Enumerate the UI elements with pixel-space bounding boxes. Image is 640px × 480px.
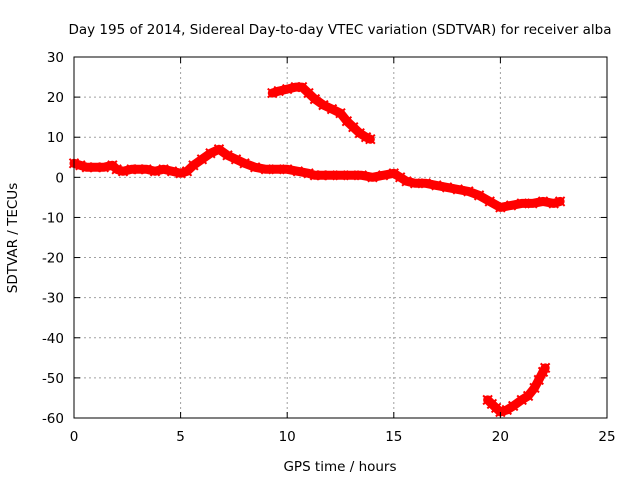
data-point: [205, 148, 216, 159]
y-tick-label: -30: [42, 291, 64, 307]
y-tick-label: -10: [42, 210, 64, 226]
data-point: [250, 162, 261, 173]
data-point: [292, 166, 304, 177]
data-point: [452, 184, 463, 195]
data-point: [188, 160, 199, 171]
data-point: [507, 400, 519, 412]
x-tick-label: 20: [492, 429, 509, 445]
data-point: [141, 164, 152, 175]
data-point: [273, 85, 284, 97]
data-point: [281, 164, 293, 175]
data-point: [81, 162, 92, 173]
series-main-track: [68, 144, 566, 213]
data-point: [316, 170, 327, 181]
y-tick-label: 0: [55, 170, 64, 186]
data-point: [111, 164, 122, 175]
data-point: [354, 128, 365, 139]
y-tick-label: -40: [42, 331, 64, 347]
y-tick-label: -50: [42, 371, 64, 387]
data-point: [90, 162, 101, 173]
data-point: [516, 198, 527, 209]
x-axis-label: GPS time / hours: [283, 459, 396, 475]
data-point: [335, 107, 346, 119]
data-point: [529, 382, 540, 394]
y-tick-label: -60: [42, 411, 64, 427]
data-point: [196, 154, 208, 165]
data-point: [505, 200, 517, 211]
data-point: [356, 170, 368, 181]
data-point: [166, 166, 178, 177]
data-point: [473, 190, 485, 201]
data-point: [377, 170, 389, 181]
chart-title: Day 195 of 2014, Sidereal Day-to-day VTE…: [68, 22, 611, 38]
data-point: [222, 150, 233, 161]
series-lower-track: [482, 362, 551, 418]
data-point: [554, 196, 566, 207]
x-tick-label: 15: [385, 429, 402, 445]
data-point: [213, 144, 225, 155]
data-point: [271, 164, 282, 175]
series-upper-track: [267, 81, 376, 145]
data-point: [335, 170, 346, 181]
data-point: [75, 160, 86, 171]
data-point: [388, 168, 400, 179]
data-point: [149, 166, 161, 177]
data-point: [495, 202, 506, 213]
data-point: [345, 170, 357, 181]
data-point: [260, 164, 272, 175]
data-point: [365, 134, 376, 145]
x-tick-label: 10: [279, 429, 296, 445]
data-point: [548, 198, 559, 209]
x-tick-label: 5: [176, 429, 185, 445]
data-point: [267, 87, 278, 99]
data-point: [527, 198, 538, 209]
data-point: [326, 103, 338, 115]
axis-ticks: 0 5 10 15 20 25 30 20 10 0 -10 -20 -30 -40 -50 -60: [42, 50, 616, 445]
data-point: [537, 196, 549, 207]
y-tick-label: -20: [42, 251, 64, 267]
data-point: [98, 162, 110, 173]
data-point: [501, 404, 513, 416]
data-point: [441, 182, 453, 193]
data-point: [158, 164, 169, 175]
data-point: [318, 99, 329, 111]
y-axis-label: SDTVAR / TECUs: [5, 183, 21, 293]
data-point: [367, 172, 378, 183]
data-point: [495, 406, 506, 418]
x-tick-label: 25: [598, 429, 615, 445]
data-point: [132, 164, 144, 175]
data-point: [230, 154, 242, 165]
data-point: [533, 374, 544, 386]
data-point: [522, 390, 534, 402]
y-tick-label: 30: [47, 50, 64, 66]
data-point: [324, 170, 336, 181]
data-point: [303, 168, 314, 179]
data-point: [239, 158, 250, 169]
data-point: [394, 172, 406, 183]
data-point: [516, 394, 527, 406]
series-layer: [68, 81, 566, 418]
data-point: [431, 180, 442, 191]
y-tick-label: 10: [47, 130, 64, 146]
data-point: [401, 176, 412, 187]
data-point: [281, 83, 293, 95]
data-point: [539, 362, 551, 374]
data-point: [409, 178, 421, 189]
data-point: [484, 196, 495, 207]
data-point: [420, 178, 431, 189]
x-tick-label: 0: [70, 429, 79, 445]
y-tick-label: 20: [47, 90, 64, 106]
data-point: [309, 93, 321, 105]
data-point: [175, 168, 186, 179]
plot-frame: [73, 56, 608, 419]
data-point: [117, 166, 129, 177]
data-point: [463, 186, 474, 197]
